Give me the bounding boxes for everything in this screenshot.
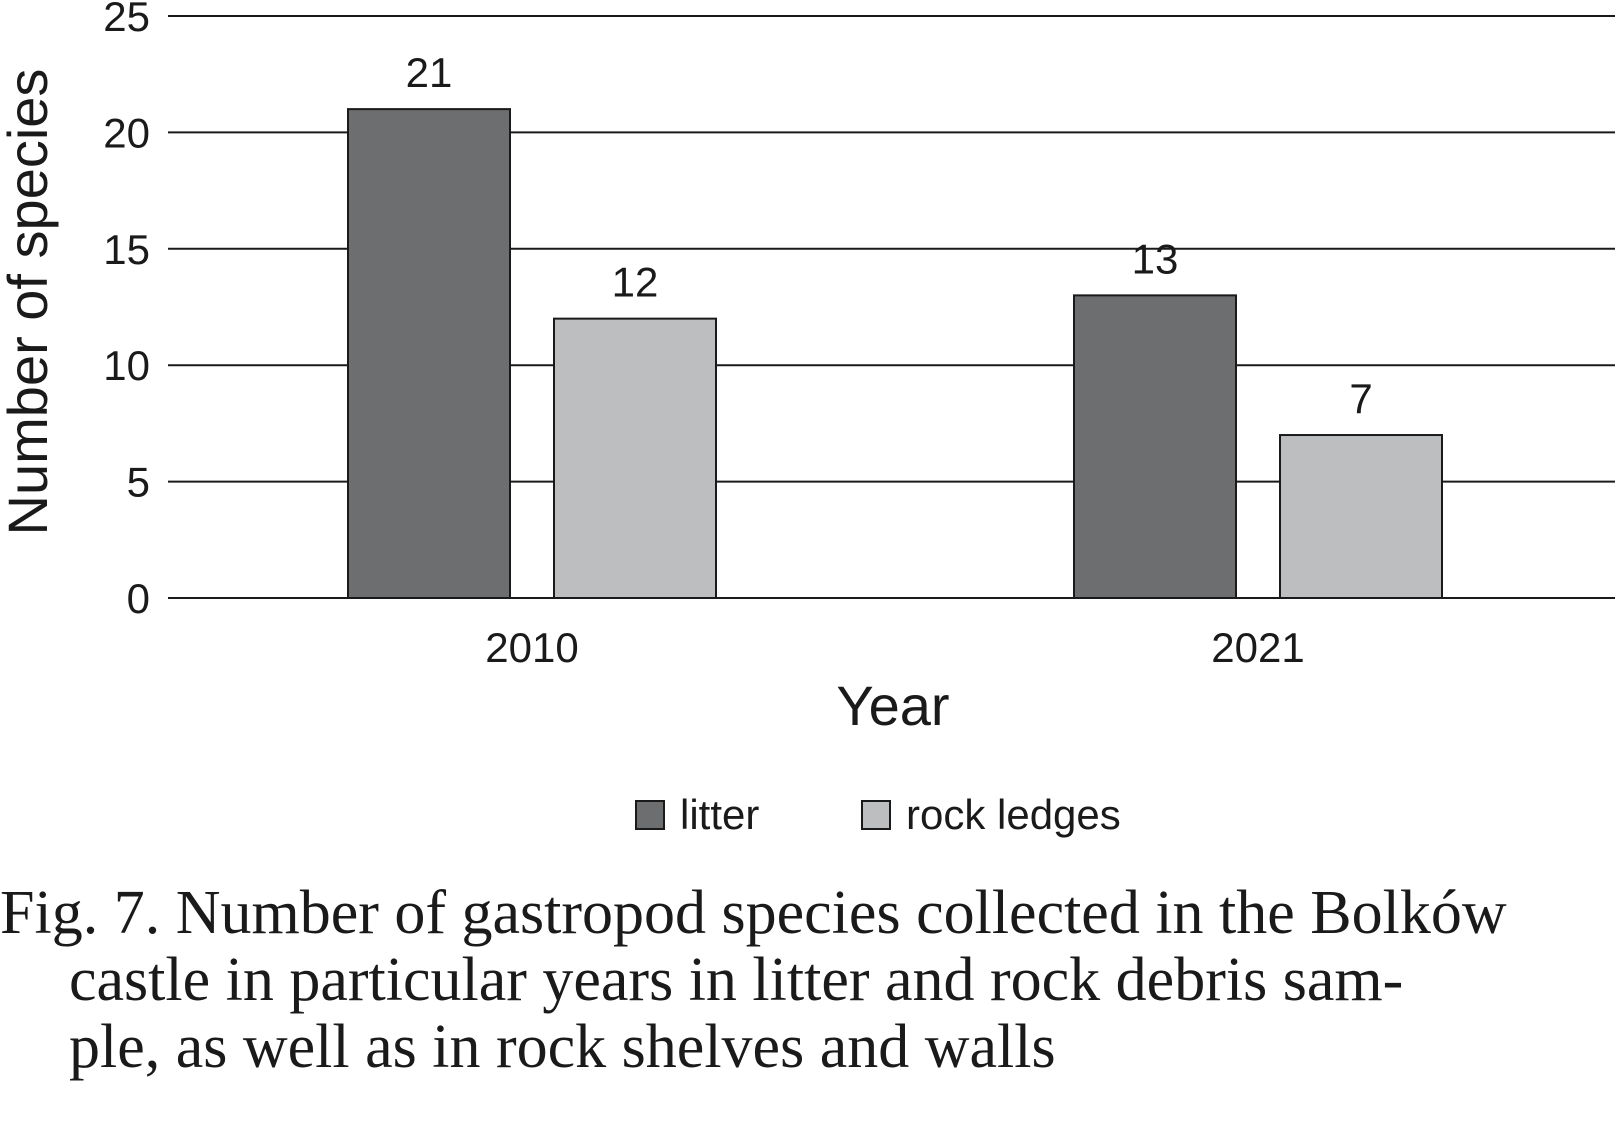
- legend-label-rock-ledges: rock ledges: [906, 791, 1121, 838]
- y-tick-label-15: 15: [103, 226, 150, 273]
- bar-rock-ledges-2010: [553, 317, 717, 599]
- bar-chart: 0 5 10 15 20 25 21 13 12 7 2010 2021 Number of sp…: [0, 0, 1615, 838]
- data-label-litter-2010: 21: [406, 49, 453, 96]
- data-labels: 21 13 12 7: [406, 49, 1373, 422]
- x-tick-label-2010: 2010: [485, 624, 578, 671]
- y-tick-label-25: 25: [103, 0, 150, 40]
- caption-line-2: castle in particular years in litter and…: [69, 946, 1404, 1014]
- data-label-rock-ledges-2010: 12: [612, 259, 659, 306]
- y-tick-labels: 0 5 10 15 20 25: [103, 0, 150, 622]
- bar-litter-2021: [1073, 294, 1237, 599]
- caption-line-1: Fig. 7. Number of gastropod species coll…: [0, 879, 1507, 947]
- y-tick-label-5: 5: [127, 459, 150, 506]
- bar-rock-ledges-2021: [1279, 434, 1443, 600]
- figure-caption: Fig. 7. Number of gastropod species coll…: [0, 880, 1610, 1081]
- legend-swatch-rock-ledges: [861, 800, 891, 830]
- legend: litter rock ledges: [635, 791, 1121, 838]
- x-tick-label-2021: 2021: [1211, 624, 1304, 671]
- caption-line-3: ple, as well as in rock shelves and wall…: [69, 1013, 1056, 1081]
- bar-litter-2010: [347, 108, 511, 600]
- x-tick-labels: 2010 2021: [485, 624, 1304, 671]
- data-label-litter-2021: 13: [1132, 235, 1179, 282]
- data-label-rock-ledges-2021: 7: [1349, 375, 1372, 422]
- y-tick-label-10: 10: [103, 342, 150, 389]
- y-tick-label-0: 0: [127, 575, 150, 622]
- y-axis-title: Number of species: [0, 69, 59, 536]
- legend-swatch-litter: [635, 800, 665, 830]
- bars: [347, 108, 1443, 600]
- legend-label-litter: litter: [680, 791, 759, 838]
- y-tick-label-20: 20: [103, 109, 150, 156]
- x-axis-title: Year: [836, 674, 949, 737]
